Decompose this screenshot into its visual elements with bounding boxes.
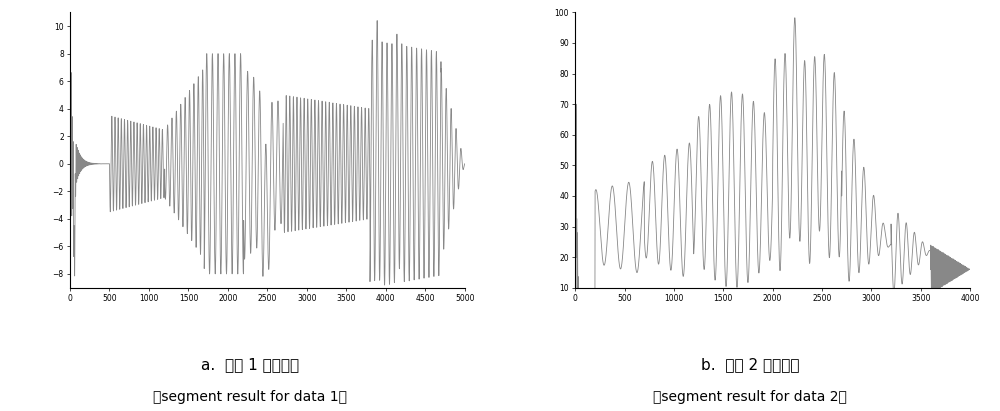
Text: （segment result for data 1）: （segment result for data 1） [153, 390, 347, 404]
Text: b.  数据 2 分割结果: b. 数据 2 分割结果 [701, 358, 799, 372]
Text: （segment result for data 2）: （segment result for data 2） [653, 390, 847, 404]
Text: a.  数据 1 分割结果: a. 数据 1 分割结果 [201, 358, 299, 372]
